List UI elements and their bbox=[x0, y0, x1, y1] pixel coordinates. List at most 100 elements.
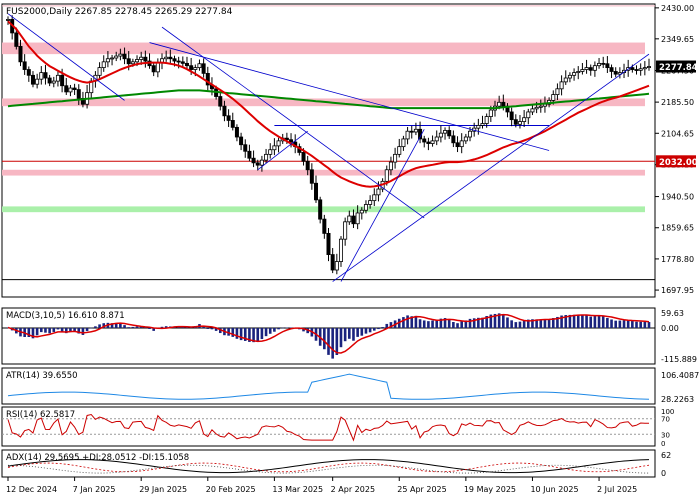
candle-body bbox=[18, 46, 23, 63]
macd-bar bbox=[543, 319, 547, 328]
macd-bar bbox=[352, 328, 355, 341]
candle-body bbox=[530, 108, 535, 113]
candle-body bbox=[647, 66, 652, 69]
candle-body bbox=[101, 61, 106, 69]
price-tick-label: 2185.50 bbox=[661, 98, 694, 107]
candle-body bbox=[592, 65, 597, 71]
candle-body bbox=[576, 71, 581, 74]
candle-body bbox=[55, 74, 60, 82]
indicator-panels: MACD(3,10,5) 16.610 8.871 ATR(14) 39.6550… bbox=[1, 307, 699, 478]
ema-fast-line bbox=[7, 20, 650, 188]
date-tick-label: 10 Jun 2025 bbox=[530, 485, 578, 494]
candle-body bbox=[622, 69, 627, 74]
candle-body bbox=[426, 141, 431, 144]
macd-bar bbox=[89, 327, 93, 329]
candle-body bbox=[405, 130, 410, 140]
macd-bar bbox=[631, 321, 634, 328]
candle-body bbox=[126, 58, 131, 65]
candle-body bbox=[259, 159, 264, 166]
macd-bar bbox=[522, 320, 526, 328]
candle-body bbox=[443, 130, 448, 134]
macd-bar bbox=[622, 320, 626, 328]
candle-body bbox=[513, 119, 518, 125]
macd-bar bbox=[81, 328, 85, 335]
macd-bar bbox=[397, 318, 401, 328]
macd-bar bbox=[252, 328, 255, 343]
macd-bar bbox=[514, 322, 518, 328]
candle-body bbox=[139, 56, 144, 60]
macd-bar bbox=[435, 319, 439, 328]
macd-bar bbox=[256, 328, 260, 342]
candle-body bbox=[343, 221, 348, 240]
atr-tick-label: 28.2263 bbox=[661, 395, 694, 404]
candle-body bbox=[338, 238, 343, 262]
candle-body bbox=[630, 67, 635, 70]
macd-bar bbox=[581, 315, 584, 328]
candle-body bbox=[459, 140, 464, 148]
macd-bar bbox=[572, 314, 576, 328]
macd-bar bbox=[422, 320, 426, 328]
rsi-line bbox=[7, 414, 650, 442]
candle-body bbox=[347, 215, 352, 223]
panel-label-atr: ATR(14) 39.6550 bbox=[6, 371, 78, 381]
macd-bar bbox=[331, 328, 334, 359]
candle-body bbox=[642, 67, 647, 70]
candle-body bbox=[251, 157, 256, 164]
candle-body bbox=[284, 137, 289, 141]
macd-bar bbox=[560, 315, 563, 328]
macd-bar bbox=[402, 317, 405, 328]
macd-bar bbox=[597, 315, 601, 328]
trendlines bbox=[7, 13, 650, 282]
macd-bar bbox=[568, 314, 572, 328]
candle-body bbox=[488, 109, 493, 117]
candle-body bbox=[197, 63, 202, 69]
panel-label-adx: ADX(14) 29.5695 +DI:28.0512 -DI:15.1058 bbox=[6, 453, 189, 463]
macd-bar bbox=[493, 313, 497, 328]
macd-bar bbox=[289, 327, 293, 329]
zone-3 bbox=[2, 206, 645, 213]
adx-tick-label: 0 bbox=[661, 469, 666, 478]
macd-bar bbox=[489, 314, 493, 328]
macd-bar bbox=[427, 321, 430, 328]
ema-slow-line bbox=[7, 89, 650, 110]
macd-tick-label: 0.00 bbox=[661, 324, 679, 333]
adx-tick-label: 62 bbox=[661, 451, 671, 460]
trendline-2 bbox=[161, 26, 425, 219]
macd-bar bbox=[606, 317, 609, 328]
macd-bar bbox=[518, 321, 522, 328]
candle-body bbox=[301, 152, 306, 162]
candle-body bbox=[105, 58, 110, 63]
candle-body bbox=[26, 69, 31, 76]
main-frame bbox=[1, 3, 656, 298]
candle-body bbox=[409, 130, 414, 133]
candle-body bbox=[538, 105, 543, 108]
trendline-3 bbox=[257, 130, 308, 171]
candle-body bbox=[384, 169, 389, 182]
candle-body bbox=[534, 106, 539, 110]
macd-bar bbox=[360, 328, 364, 336]
price-tick-label: 1778.80 bbox=[661, 255, 694, 264]
macd-bar bbox=[148, 328, 151, 329]
candle-body bbox=[114, 55, 119, 59]
date-tick-label: 25 Apr 2025 bbox=[397, 485, 446, 494]
candle-body bbox=[334, 261, 339, 271]
macd-bar bbox=[431, 320, 434, 328]
date-tick-label: 29 Jan 2025 bbox=[139, 485, 187, 494]
candle-body bbox=[597, 62, 602, 67]
macd-bar bbox=[31, 328, 35, 339]
candle-body bbox=[118, 53, 123, 57]
macd-bar bbox=[110, 323, 114, 328]
candle-body bbox=[176, 60, 181, 63]
candle-body bbox=[230, 120, 235, 128]
macd-bar bbox=[27, 328, 31, 337]
macd-bar bbox=[218, 328, 222, 334]
macd-bar bbox=[302, 328, 305, 332]
macd-bar bbox=[601, 316, 605, 328]
macd-bar bbox=[564, 315, 568, 328]
axes: 2430.002349.652267.502185.502104.652023.… bbox=[6, 4, 698, 494]
candle-body bbox=[22, 61, 27, 70]
macd-bar bbox=[447, 319, 451, 328]
zone-0 bbox=[2, 42, 645, 55]
candle-body bbox=[130, 61, 135, 65]
